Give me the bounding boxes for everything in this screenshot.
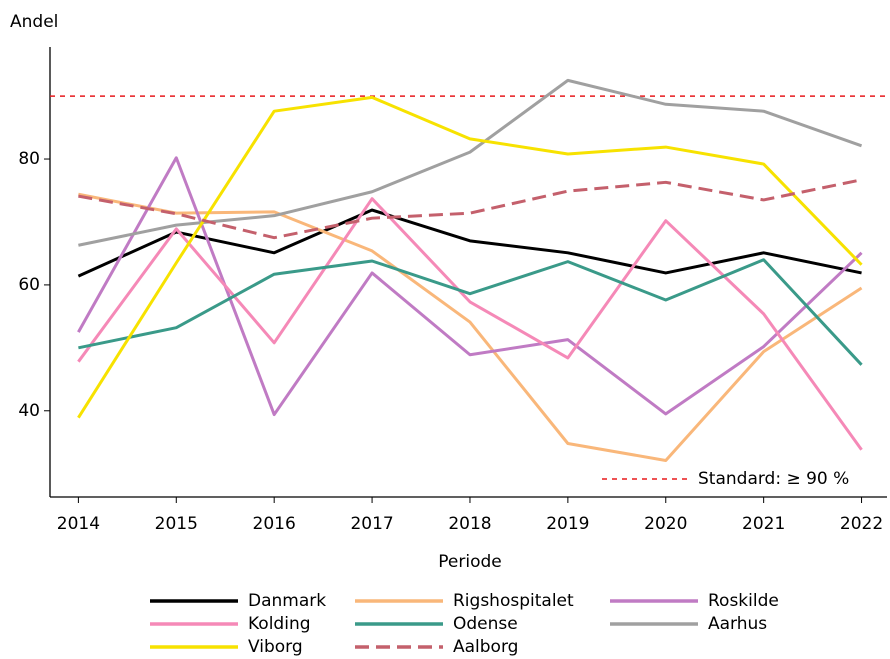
y-tick-label: 60 bbox=[18, 275, 40, 295]
legend-label: Aarhus bbox=[708, 614, 767, 634]
x-tick-label: 2021 bbox=[742, 514, 785, 534]
legend-label: Aalborg bbox=[453, 637, 518, 657]
x-tick-label: 2015 bbox=[155, 514, 198, 534]
series-line bbox=[77, 208, 862, 278]
x-tick-label: 2019 bbox=[546, 514, 589, 534]
legend-label: Danmark bbox=[248, 591, 326, 611]
reference-label: Standard: ≥ 90 % bbox=[698, 469, 849, 489]
series-line bbox=[78, 258, 863, 366]
series-line bbox=[77, 197, 863, 451]
y-tick-label: 80 bbox=[18, 149, 40, 169]
x-tick-label: 2016 bbox=[253, 514, 296, 534]
x-tick-label: 2014 bbox=[57, 514, 100, 534]
y-tick-label: 40 bbox=[18, 401, 40, 421]
legend-label: Rigshospitalet bbox=[453, 591, 574, 611]
x-tick-label: 2018 bbox=[448, 514, 491, 534]
x-axis-label: Periode bbox=[438, 552, 501, 572]
x-tick-label: 2017 bbox=[350, 514, 393, 534]
legend-label: Roskilde bbox=[708, 591, 779, 611]
y-axis-label: Andel bbox=[10, 12, 58, 32]
series-line bbox=[77, 156, 863, 417]
legend-label: Viborg bbox=[248, 637, 303, 657]
x-tick-label: 2022 bbox=[840, 514, 883, 534]
x-tick-label: 2020 bbox=[644, 514, 687, 534]
series-line bbox=[78, 178, 862, 240]
series-line bbox=[77, 95, 863, 419]
legend-label: Odense bbox=[453, 614, 518, 634]
series-line bbox=[78, 78, 863, 247]
legend-label: Kolding bbox=[248, 614, 311, 634]
